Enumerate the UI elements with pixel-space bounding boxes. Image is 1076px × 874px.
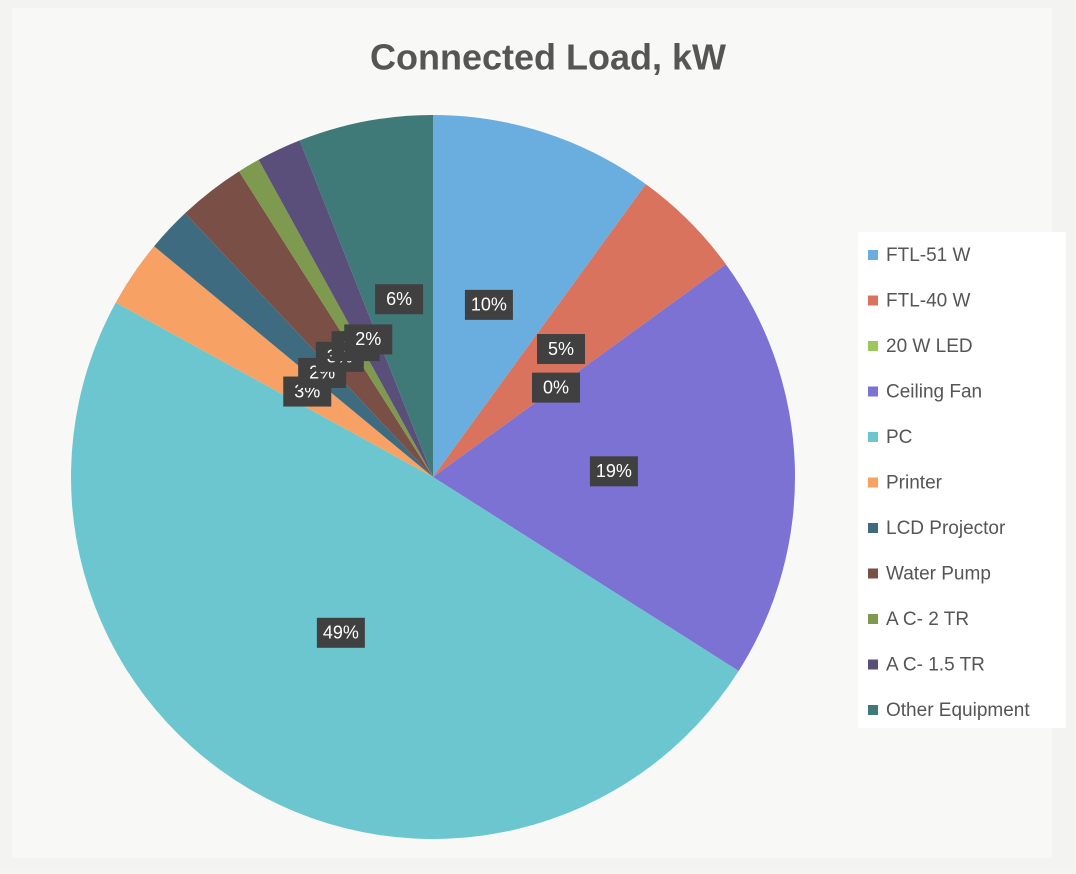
data-label: 6% bbox=[386, 289, 412, 309]
pie-slice bbox=[154, 213, 433, 478]
pie-slice bbox=[239, 159, 433, 477]
data-label-box bbox=[316, 617, 365, 648]
legend-label: A C- 1.5 TR bbox=[886, 655, 985, 676]
data-label: 2% bbox=[355, 329, 381, 349]
legend-label: A C- 2 TR bbox=[886, 609, 969, 630]
legend-label: PC bbox=[886, 427, 912, 448]
legend-label: LCD Projector bbox=[886, 518, 1006, 539]
legend-label: Printer bbox=[886, 473, 943, 494]
pie-slice bbox=[185, 171, 433, 478]
data-label: 19% bbox=[596, 461, 632, 481]
data-label-box bbox=[464, 289, 513, 320]
legend-label: FTL-51 W bbox=[886, 245, 971, 266]
pie-slice bbox=[70, 302, 739, 840]
pie-slice bbox=[433, 115, 646, 477]
pie-slice bbox=[115, 246, 434, 477]
legend-swatch bbox=[868, 250, 878, 260]
legend-swatch bbox=[868, 477, 878, 488]
data-label-box bbox=[375, 284, 424, 315]
legend-label: 20 W LED bbox=[886, 336, 973, 357]
pie-slice bbox=[258, 140, 433, 478]
legend-swatch bbox=[868, 659, 878, 670]
data-label-box bbox=[536, 334, 585, 365]
data-label-box bbox=[344, 324, 393, 355]
legend-label: Other Equipment bbox=[886, 700, 1030, 721]
legend-swatch bbox=[868, 614, 878, 624]
legend-label: Water Pump bbox=[886, 564, 991, 585]
legend-swatch bbox=[868, 341, 878, 351]
pie-slice bbox=[433, 184, 726, 477]
data-label: 49% bbox=[323, 623, 359, 643]
chart-title: Connected Load, kW bbox=[370, 37, 726, 78]
legend-swatch bbox=[868, 523, 878, 533]
pie-slice bbox=[299, 115, 433, 477]
data-label-box bbox=[589, 456, 638, 487]
legend bbox=[858, 232, 1066, 728]
legend-swatch bbox=[868, 432, 878, 442]
data-label: 0% bbox=[543, 377, 569, 397]
legend-swatch bbox=[868, 295, 878, 306]
legend-swatch bbox=[868, 568, 878, 579]
data-label: 5% bbox=[548, 339, 574, 359]
legend-label: Ceiling Fan bbox=[886, 382, 982, 403]
legend-swatch bbox=[868, 386, 878, 397]
data-label: 10% bbox=[471, 295, 507, 315]
legend-label: FTL-40 W bbox=[886, 291, 971, 312]
data-label-box bbox=[532, 372, 581, 403]
legend-swatch bbox=[868, 705, 878, 715]
